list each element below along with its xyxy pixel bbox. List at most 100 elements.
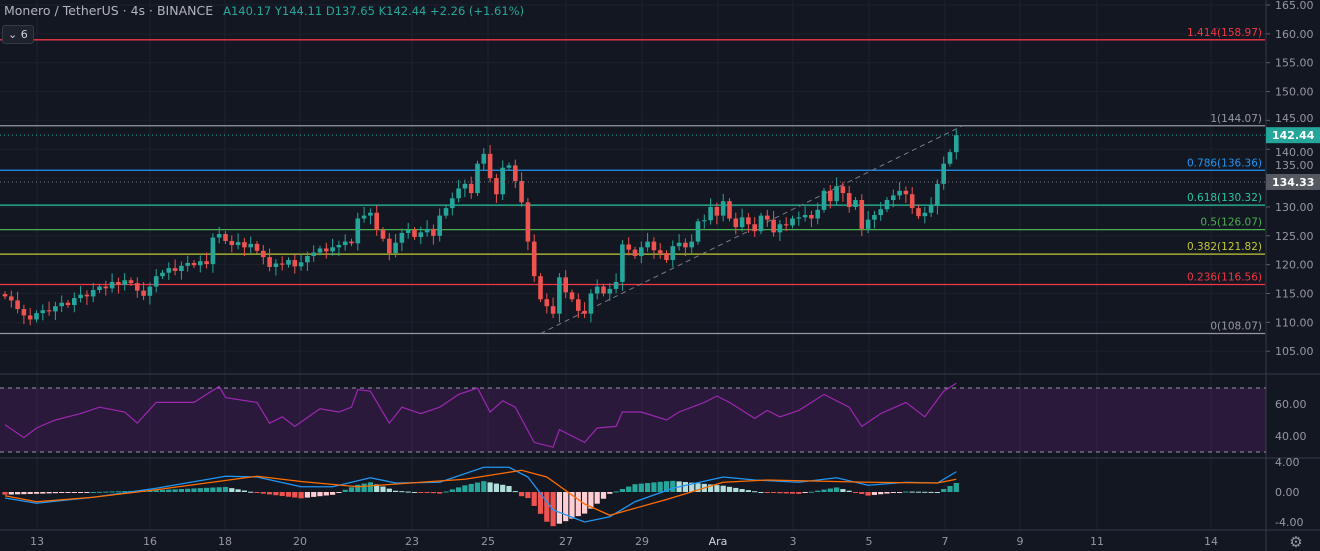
macd-histogram-bar (941, 489, 947, 492)
candle-up (166, 268, 172, 273)
candle-up (702, 220, 707, 222)
candle-up (557, 277, 562, 314)
candle-up (645, 241, 650, 248)
candle-up (853, 200, 858, 207)
macd-histogram-bar (582, 492, 588, 514)
macd-histogram-bar (846, 490, 852, 492)
candle-down (809, 215, 814, 219)
candle-down (279, 263, 285, 265)
macd-histogram-bar (330, 492, 336, 495)
candle-down (519, 180, 524, 203)
candle-up (34, 313, 39, 320)
macd-histogram-bar (537, 492, 544, 514)
candle-up (613, 281, 619, 289)
candle-down (576, 299, 581, 311)
macd-histogram-bar (947, 486, 953, 492)
candle-up (689, 241, 694, 248)
candle-up (160, 272, 165, 277)
macd-histogram-bar (90, 492, 96, 493)
macd-histogram-bar (355, 484, 361, 492)
rsi-band-background (0, 388, 1266, 452)
macd-histogram-bar (670, 480, 676, 492)
candle-up (286, 260, 291, 265)
candle-up (122, 280, 127, 285)
macd-histogram-bar (909, 491, 915, 493)
candle-up (393, 242, 398, 254)
macd-histogram-bar (229, 488, 235, 492)
date-tick-label: 7 (942, 535, 949, 548)
macd-histogram-bar (632, 484, 638, 492)
candle-down (191, 262, 197, 266)
macd-tick-label: -4.00 (1275, 516, 1303, 529)
candle-up (935, 183, 940, 206)
date-tick-label: 5 (866, 535, 873, 548)
candle-down (657, 250, 663, 254)
macd-histogram-bar (2, 492, 8, 495)
candle-down (261, 250, 266, 258)
candle-up (311, 252, 316, 256)
candle-down (254, 243, 260, 251)
date-tick-label: 20 (293, 535, 307, 548)
candle-down (544, 299, 550, 307)
macd-histogram-bar (449, 489, 455, 492)
macd-histogram-bar (260, 492, 266, 494)
candle-down (487, 153, 493, 179)
macd-histogram-bar (122, 491, 128, 493)
macd-histogram-bar (796, 492, 802, 494)
macd-histogram-bar (393, 490, 399, 492)
macd-histogram-bar (443, 491, 449, 493)
macd-histogram-bar (109, 491, 115, 493)
candle-up (481, 153, 487, 164)
candle-up (462, 183, 468, 189)
date-tick-label: 9 (1017, 535, 1024, 548)
macd-histogram-bar (607, 492, 613, 494)
candle-down (714, 206, 720, 216)
macd-histogram-bar (726, 486, 733, 492)
macd-histogram-bar (342, 489, 348, 492)
macd-histogram-bar (531, 492, 537, 506)
candle-up (153, 276, 159, 287)
macd-histogram-bar (78, 492, 84, 493)
macd-histogram-bar (273, 492, 279, 496)
candle-down (468, 183, 474, 194)
macd-histogram-bar (588, 492, 594, 509)
indicators-collapse-button[interactable]: ⌄ 6 (2, 25, 34, 44)
date-tick-label: 11 (1090, 535, 1104, 548)
candle-down (683, 242, 688, 248)
date-tick-label: 16 (143, 535, 157, 548)
macd-histogram-bar (115, 491, 121, 493)
candle-up (821, 190, 827, 210)
candle-down (46, 310, 52, 312)
date-tick-label: Ara (709, 535, 728, 548)
macd-histogram-bar (361, 483, 367, 492)
candle-down (846, 193, 852, 207)
price-tick-label: 140.00 (1275, 146, 1314, 159)
candle-up (620, 244, 625, 282)
macd-histogram-bar (462, 485, 468, 492)
date-tick-label: 29 (635, 535, 649, 548)
date-tick-label: 18 (218, 535, 232, 548)
fib-level-label: 1(144.07) (1210, 113, 1262, 125)
macd-histogram-bar (682, 482, 688, 492)
candle-down (324, 248, 329, 252)
price-tick-label: 165.00 (1275, 0, 1314, 12)
price-tick-label: 130.00 (1275, 201, 1314, 214)
candle-up (739, 217, 745, 228)
macd-histogram-bar (733, 487, 739, 492)
macd-histogram-bar (279, 492, 285, 496)
macd-histogram-bar (411, 491, 418, 493)
date-tick-label: 27 (559, 535, 573, 548)
candle-down (783, 224, 789, 226)
candle-down (374, 212, 379, 231)
price-tick-label: 125.00 (1275, 230, 1314, 243)
candle-up (758, 215, 764, 232)
gear-icon[interactable]: ⚙ (1289, 533, 1302, 551)
macd-histogram-bar (103, 491, 109, 493)
macd-histogram-bar (8, 492, 14, 495)
candle-down (141, 290, 146, 296)
macd-histogram-bar (216, 487, 222, 492)
candle-up (450, 198, 455, 209)
macd-histogram-bar (903, 491, 909, 493)
macd-histogram-bar (298, 492, 304, 499)
